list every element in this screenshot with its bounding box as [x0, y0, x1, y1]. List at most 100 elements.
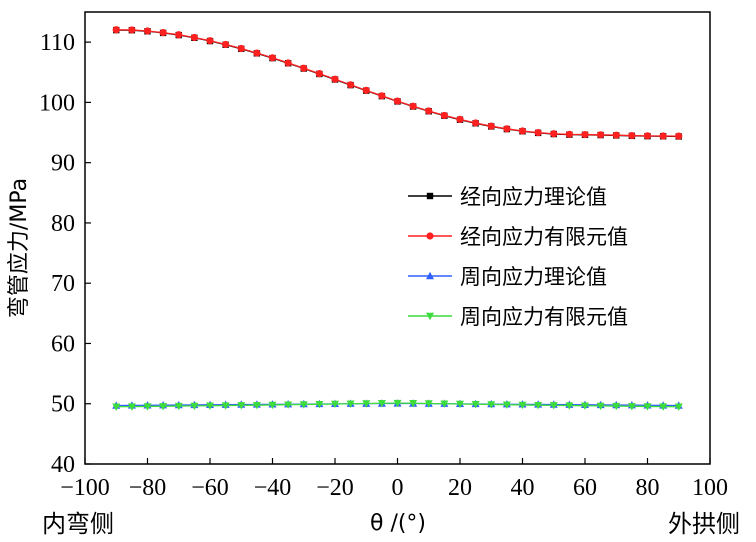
data-point-radial-fem	[128, 26, 136, 34]
x-axis-label: θ /(°)	[370, 511, 426, 536]
axes: −100 −80 −60 −40 −20 0 20 40 60 80 100 40 50 60 70 80 90…	[39, 30, 728, 501]
data-point-radial-fem	[597, 131, 605, 139]
data-point-radial-fem	[143, 27, 152, 35]
data-point-radial-fem	[612, 131, 620, 139]
data-point-radial-fem	[534, 128, 542, 137]
data-point-hoop-fem	[440, 400, 449, 408]
data-point-hoop-fem	[284, 401, 293, 409]
chart-marks	[112, 26, 683, 411]
data-point-hoop-fem	[331, 400, 339, 409]
data-point-radial-fem	[628, 131, 636, 140]
outer-side-label: 外拱侧	[668, 510, 740, 538]
legend-swatch-marker	[426, 232, 434, 240]
x-tick-label: 80	[636, 475, 660, 501]
data-point-radial-fem	[675, 132, 683, 140]
x-tick-label: 20	[448, 475, 472, 501]
data-point-radial-fem	[659, 132, 667, 140]
x-tick-label: 100	[692, 475, 728, 501]
data-point-radial-fem	[112, 26, 120, 34]
x-tick-label: −100	[60, 475, 110, 501]
data-point-hoop-fem	[393, 399, 402, 408]
data-point-hoop-fem	[627, 403, 636, 411]
y-axis-label: 弯管应力/MPa	[7, 178, 32, 318]
data-point-hoop-fem	[596, 402, 605, 411]
data-point-hoop-fem	[377, 400, 386, 408]
x-tick-label: −60	[191, 475, 229, 501]
data-point-radial-fem	[550, 130, 558, 138]
legend-label: 周向应力理论值	[460, 265, 607, 289]
data-point-hoop-fem	[424, 400, 433, 408]
x-tick-label: 60	[573, 475, 597, 501]
series-line-radial-fem	[116, 29, 679, 137]
legend-item-hoop-theory: 周向应力理论值	[408, 265, 607, 289]
x-tick-label: 40	[511, 475, 535, 501]
legend-item-hoop-fem: 周向应力有限元值	[408, 305, 628, 329]
legend-swatch-marker	[426, 271, 434, 280]
y-tick-label: 60	[51, 331, 75, 357]
legend-swatch-marker	[426, 192, 434, 200]
data-point-radial-fem	[331, 75, 339, 83]
data-point-hoop-fem	[549, 402, 558, 410]
data-point-radial-fem	[425, 107, 433, 115]
legend-label: 周向应力有限元值	[460, 305, 628, 329]
data-point-hoop-fem	[409, 400, 418, 408]
data-point-radial-fem	[362, 86, 370, 94]
data-point-hoop-fem	[643, 403, 652, 411]
data-point-radial-fem	[175, 31, 183, 39]
y-tick-label: 100	[39, 90, 75, 116]
y-tick-label: 90	[51, 151, 75, 177]
data-point-radial-fem	[456, 115, 464, 123]
data-point-radial-fem	[315, 70, 323, 78]
data-point-hoop-fem	[143, 403, 152, 411]
series-line-radial-theory	[116, 29, 679, 138]
x-tick-label: −20	[316, 475, 354, 501]
data-point-radial-fem	[159, 29, 167, 37]
data-point-hoop-fem	[127, 403, 136, 411]
legend-item-radial-theory: 经向应力理论值	[408, 185, 607, 209]
data-point-radial-fem	[206, 37, 214, 45]
data-point-hoop-fem	[346, 400, 355, 408]
data-point-hoop-fem	[487, 401, 496, 409]
data-point-radial-fem	[472, 119, 480, 127]
data-point-radial-fem	[440, 111, 448, 120]
data-point-hoop-fem	[518, 401, 527, 410]
data-point-radial-fem	[284, 59, 292, 67]
data-point-hoop-fem	[565, 402, 574, 410]
data-point-hoop-fem	[268, 401, 277, 410]
series-hoop-fem	[112, 399, 683, 411]
data-point-radial-fem	[347, 81, 355, 89]
data-point-hoop-fem	[502, 401, 511, 409]
data-point-hoop-fem	[456, 400, 464, 409]
legend-item-radial-fem: 经向应力有限元值	[408, 225, 628, 249]
inner-side-label: 内弯侧	[42, 510, 114, 538]
data-point-radial-fem	[518, 127, 527, 135]
data-point-hoop-fem	[174, 402, 183, 411]
data-point-radial-fem	[487, 122, 495, 130]
data-point-radial-fem	[378, 92, 386, 100]
data-point-radial-fem	[222, 40, 230, 49]
legend-swatch-marker	[426, 312, 434, 321]
data-point-radial-fem	[190, 33, 198, 42]
data-point-radial-fem	[503, 125, 511, 133]
data-point-hoop-fem	[534, 401, 543, 410]
data-point-hoop-fem	[299, 401, 308, 409]
x-tick-label: −40	[254, 475, 292, 501]
data-point-hoop-fem	[159, 403, 168, 411]
data-point-hoop-fem	[315, 401, 324, 409]
y-tick-label: 110	[40, 30, 75, 56]
y-tick-label: 80	[51, 211, 75, 237]
data-point-radial-fem	[253, 49, 261, 57]
data-point-radial-fem	[268, 54, 277, 62]
data-point-hoop-fem	[221, 402, 230, 410]
legend-label: 经向应力有限元值	[460, 225, 628, 249]
data-point-hoop-fem	[206, 402, 214, 410]
x-tick-label: −80	[129, 475, 167, 501]
data-point-radial-fem	[565, 130, 573, 138]
data-point-hoop-fem	[190, 402, 199, 411]
data-point-radial-fem	[409, 102, 417, 110]
data-point-hoop-fem	[252, 401, 261, 410]
series-radial-theory	[113, 26, 682, 140]
data-point-hoop-fem	[581, 402, 589, 410]
